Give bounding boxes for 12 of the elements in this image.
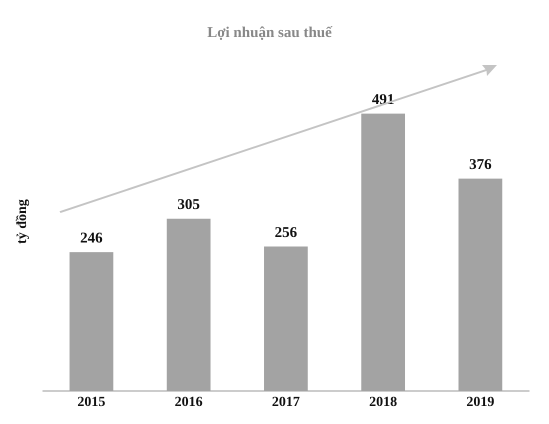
data-label: 305 [177,197,200,214]
x-tick-label: 2017 [272,395,300,410]
x-tick-label: 2019 [466,395,494,410]
x-tick-label: 2016 [174,395,203,410]
data-label: 256 [274,224,298,241]
x-tick-label: 2015 [77,395,106,410]
x-tick-label: 2018 [369,395,398,410]
data-label: 376 [469,157,492,174]
chart-title: Lợi nhuận sau thuế [207,24,334,41]
y-axis-title: tỷ đồng [15,199,30,244]
data-label: 491 [372,92,394,108]
data-label: 246 [80,230,104,247]
